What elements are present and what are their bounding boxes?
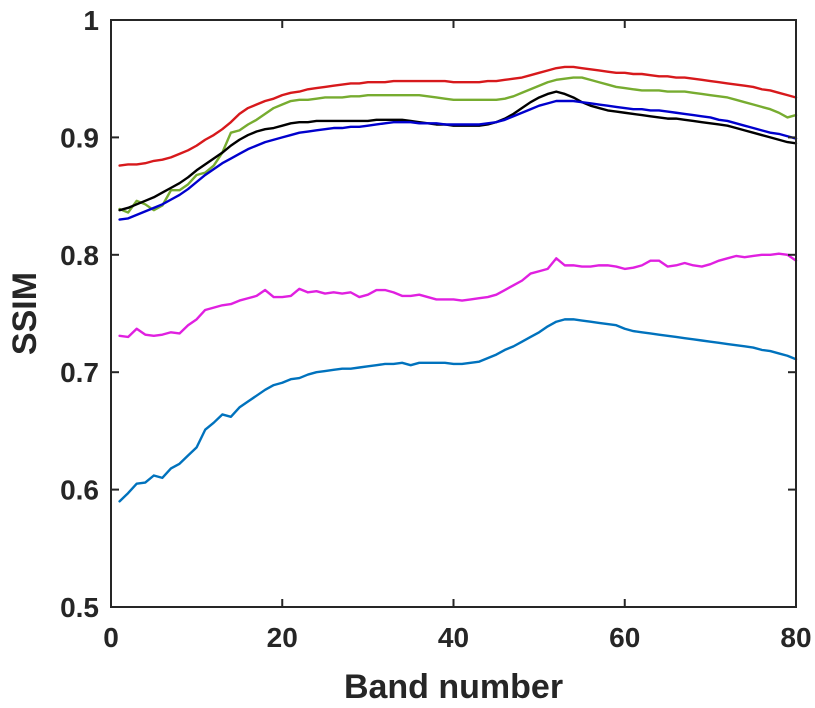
x-axis: 0 20 40 60 80 bbox=[103, 20, 812, 653]
series-line-6 bbox=[118, 318, 798, 503]
series-line-1 bbox=[118, 65, 798, 167]
x-tick-label: 40 bbox=[438, 622, 469, 653]
series-layer bbox=[118, 65, 798, 503]
x-tick-label: 20 bbox=[267, 622, 298, 653]
y-tick-label: 0.9 bbox=[60, 122, 99, 153]
series-line-3 bbox=[118, 90, 798, 212]
y-tick-label: 0.7 bbox=[60, 357, 99, 388]
series-line-5 bbox=[118, 252, 798, 339]
plot-area-frame bbox=[110, 19, 797, 608]
y-tick-label: 0.8 bbox=[60, 240, 99, 271]
series-line-4 bbox=[118, 99, 798, 221]
x-tick-label: 60 bbox=[609, 622, 640, 653]
series-line-2 bbox=[118, 76, 798, 214]
y-axis-label: SSIM bbox=[6, 272, 44, 355]
x-tick-label: 0 bbox=[103, 622, 119, 653]
y-tick-label: 0.5 bbox=[60, 592, 99, 623]
y-axis: 0.5 0.6 0.7 0.8 0.9 1 bbox=[60, 5, 796, 623]
x-tick-label: 80 bbox=[780, 622, 811, 653]
y-tick-label: 0.6 bbox=[60, 475, 99, 506]
y-tick-label: 1 bbox=[83, 5, 99, 36]
x-axis-label: Band number bbox=[344, 668, 563, 706]
